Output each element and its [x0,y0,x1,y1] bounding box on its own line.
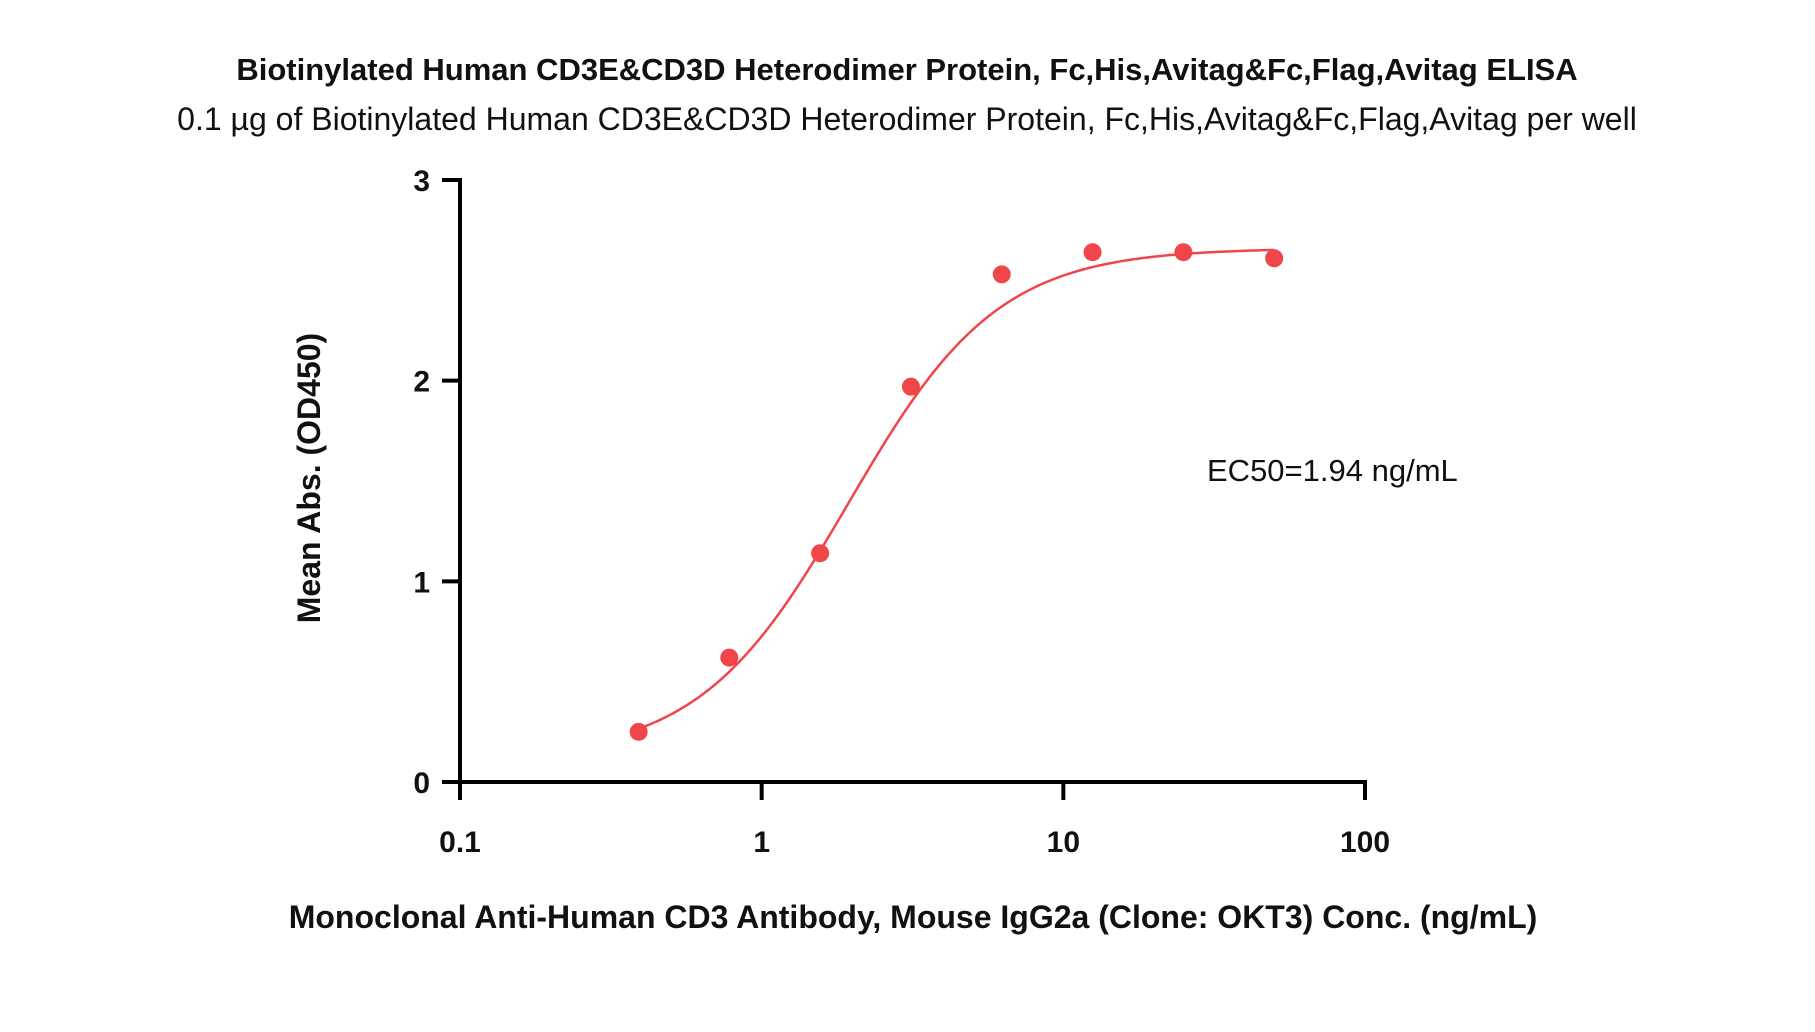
data-point [1083,243,1102,262]
data-point [1265,249,1284,268]
chart-title: Biotinylated Human CD3E&CD3D Heterodimer… [236,52,1577,87]
y-tick-label: 1 [413,566,430,599]
x-tick-label: 1 [753,826,770,859]
plot-area: 0.1 1 10 100 0 1 2 3 [413,165,1390,859]
y-tick-label: 2 [413,366,430,399]
y-tick-label: 3 [413,165,430,198]
x-ticks: 0.1 1 10 100 [439,782,1390,859]
x-axis-label: Monoclonal Anti-Human CD3 Antibody, Mous… [289,899,1538,935]
data-point [811,544,830,563]
chart-subtitle: 0.1 µg of Biotinylated Human CD3E&CD3D H… [177,101,1637,137]
x-tick-label: 0.1 [439,826,481,859]
x-tick-label: 100 [1340,826,1390,859]
data-point [992,265,1011,284]
data-point [1174,243,1193,262]
data-points [629,243,1284,741]
ec50-annotation: EC50=1.94 ng/mL [1207,453,1458,488]
y-tick-label: 0 [413,767,430,800]
data-point [720,648,739,667]
data-point [629,722,648,741]
y-ticks: 0 1 2 3 [413,165,460,800]
data-point [901,377,920,396]
y-axis-label: Mean Abs. (OD450) [291,333,327,623]
x-tick-label: 10 [1047,826,1080,859]
fit-curve [638,248,1275,730]
